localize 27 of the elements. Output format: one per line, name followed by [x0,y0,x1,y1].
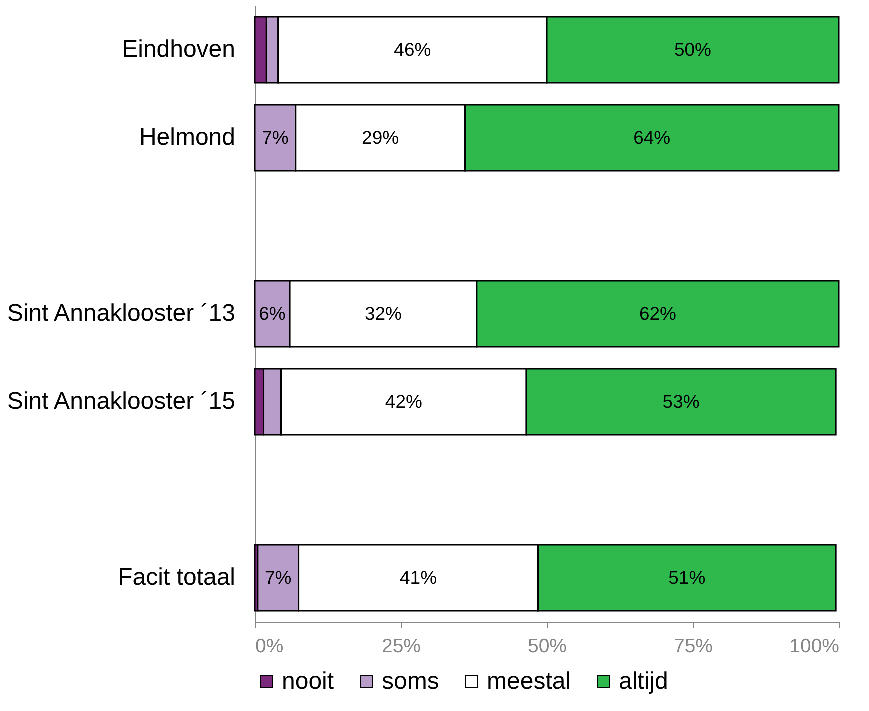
x-tick-label: 0% [256,636,284,658]
data-label: 50% [674,39,712,60]
x-tick-label: 25% [382,636,422,658]
legend-label: altijd [619,668,668,695]
x-tick-label: 75% [674,636,714,658]
legend-label: soms [382,668,440,695]
data-label: 29% [362,127,400,148]
data-label: 7% [264,567,292,588]
y-tick-label: Eindhoven [122,36,236,63]
y-tick-label: Sint Annaklooster ´13 [7,300,236,327]
x-tick-label: 100% [790,636,840,658]
data-label: 64% [634,127,671,148]
data-label: 53% [662,391,700,412]
legend-label: meestal [487,668,572,695]
data-label: 62% [639,303,676,324]
data-label: 42% [385,391,422,412]
data-label: 51% [668,567,706,588]
data-label: 7% [262,127,289,148]
data-label: 41% [400,567,438,588]
y-tick-label: Helmond [139,124,236,151]
x-tick-label: 50% [528,636,568,658]
y-tick-label: Sint Annaklooster ´15 [7,388,236,415]
data-label: 6% [259,303,286,324]
y-tick-label: Facit totaal [118,564,236,591]
data-label: 32% [364,303,402,324]
legend-label: nooit [282,668,334,695]
data-label: 46% [394,39,432,60]
